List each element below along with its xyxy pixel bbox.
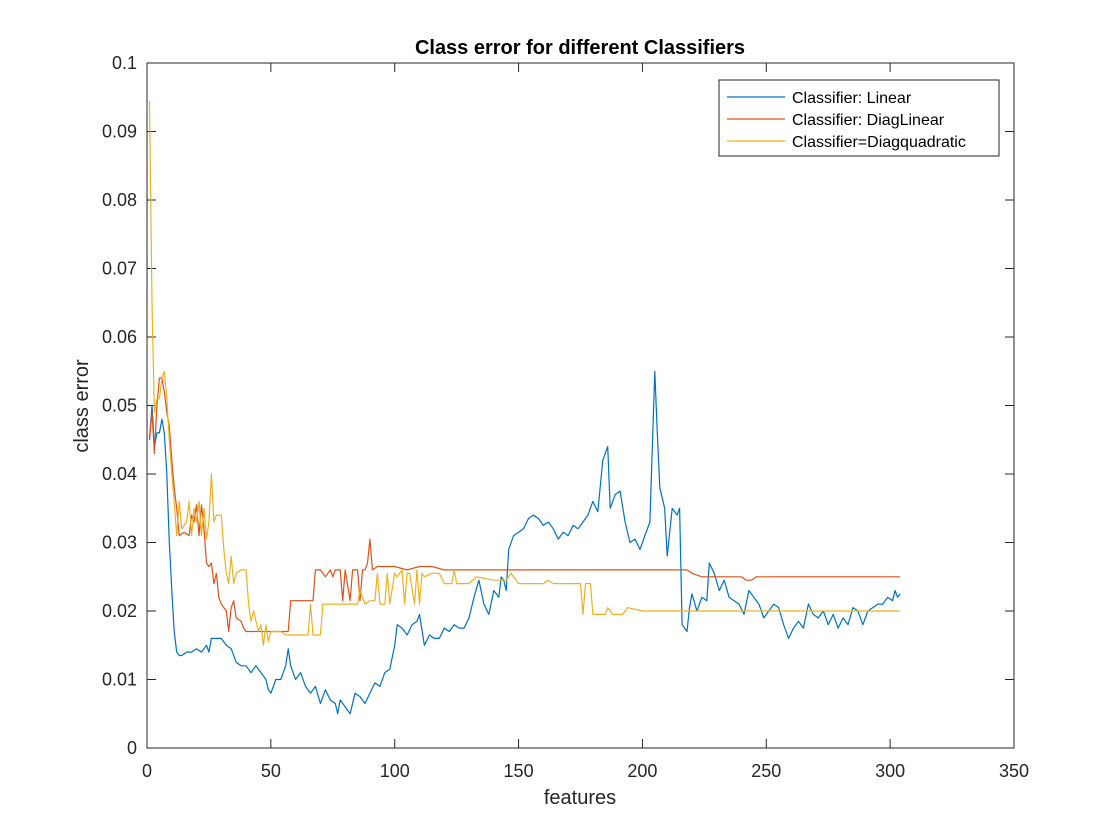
y-tick-label: 0.04 [102,464,137,484]
y-tick-label: 0.02 [102,601,137,621]
series-line-2 [148,377,901,633]
x-tick-label: 150 [504,761,534,781]
x-axis-label: features [544,787,616,809]
x-tick-label: 50 [261,761,281,781]
legend-label-3: Classifier=Diagquadratic [792,134,966,151]
y-tick-label: 0.08 [102,190,137,210]
x-tick-label: 0 [142,761,152,781]
y-tick-label: 0.05 [102,396,137,416]
y-tick-label: 0.03 [102,533,137,553]
y-tick-label: 0.09 [102,122,137,142]
x-tick-label: 100 [380,761,410,781]
x-tick-label: 250 [751,761,781,781]
x-tick-label: 300 [875,761,905,781]
x-tick-label: 200 [627,761,657,781]
legend: Classifier: Linear Classifier: DiagLinear… [718,79,1000,157]
y-tick-label: 0.07 [102,259,137,279]
legend-box [718,79,1000,157]
x-tick-label: 350 [999,761,1029,781]
y-axis-label: class error [71,359,93,453]
series-line-3 [148,100,901,646]
legend-label-1: Classifier: Linear [792,90,912,107]
y-tick-label: 0.1 [112,53,137,73]
y-tick-label: 0.01 [102,670,137,690]
legend-label-2: Classifier: DiagLinear [792,112,945,129]
plot-area [146,62,1015,749]
y-tick-label: 0 [127,738,137,758]
chart-title: Class error for different Classifiers [415,37,745,59]
x-axis: 0 50 100 150 200 250 300 350 [142,63,1029,781]
y-tick-label: 0.06 [102,327,137,347]
y-axis: 0 0.01 0.02 0.03 0.04 0.05 0.06 0.07 0.08 0.09 0.1 [102,53,1014,758]
plot-frame [146,62,1015,749]
series-layer [148,100,901,715]
